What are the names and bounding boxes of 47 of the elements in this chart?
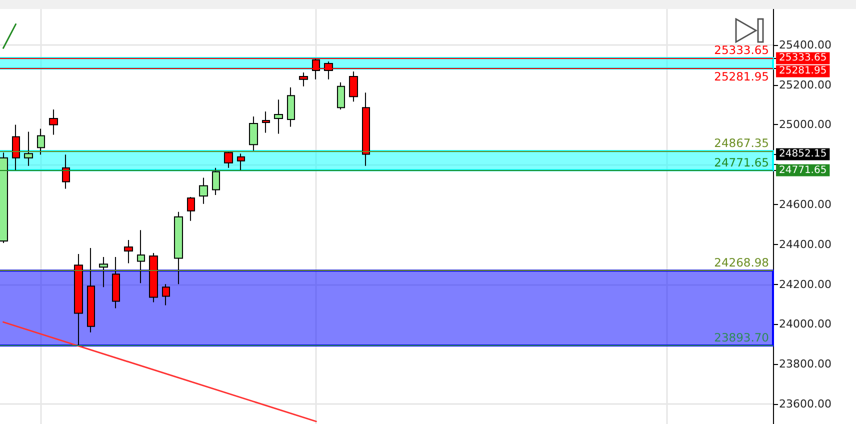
y-tick-label: 25000.00 [779, 118, 832, 132]
candlestick [24, 131, 33, 166]
ref-line-label: 25281.95 [714, 69, 769, 84]
y-tick-label: 24000.00 [779, 318, 832, 331]
y-tick-label: 25200.00 [779, 78, 832, 92]
y-tick-label: 24200.00 [779, 278, 832, 291]
candlestick [224, 151, 233, 168]
candlestick [349, 70, 358, 102]
candlestick [174, 211, 183, 285]
candlestick [287, 86, 295, 128]
ref-line-label: 24771.65 [714, 155, 769, 170]
ref-line-label: 23893.70 [714, 330, 769, 344]
candlestick [37, 128, 45, 156]
candlestick [262, 111, 270, 134]
candlestick [274, 99, 283, 134]
candlestick [74, 254, 83, 346]
candlestick [237, 153, 245, 172]
candlestick [299, 72, 308, 87]
candlestick [187, 196, 195, 222]
candlestick [137, 230, 145, 284]
candlestick [124, 240, 133, 264]
candlestick [99, 256, 108, 288]
ref-line-label: 24867.35 [714, 136, 769, 150]
y-tick-label: 25400.00 [779, 38, 832, 52]
y-tick-label: 23600.00 [779, 398, 832, 411]
candlestick [87, 248, 95, 333]
y-tick-label: 24600.00 [779, 198, 832, 212]
candlestick [149, 252, 158, 303]
y-tick-label: 24771.65 [779, 164, 827, 176]
candlestick [112, 256, 120, 309]
y-tick-label: 24852.15 [779, 148, 827, 160]
y-tick-label: 25333.65 [779, 52, 827, 64]
candlestick [362, 92, 370, 166]
candlestick [162, 284, 170, 306]
candlestick [12, 124, 20, 172]
y-tick-label: 24400.00 [779, 238, 832, 251]
candlestick [212, 167, 220, 196]
candlestick [249, 116, 258, 152]
ref-line-label: 24268.98 [714, 256, 769, 270]
y-tick-label: 25281.95 [779, 66, 827, 77]
candlestick [199, 177, 208, 204]
candlestick [49, 109, 58, 136]
candlestick [337, 82, 345, 110]
candlestick [0, 152, 8, 244]
candlestick [62, 154, 70, 190]
y-tick-label: 23800.00 [779, 358, 832, 371]
ref-line-label: 25333.65 [714, 43, 769, 58]
